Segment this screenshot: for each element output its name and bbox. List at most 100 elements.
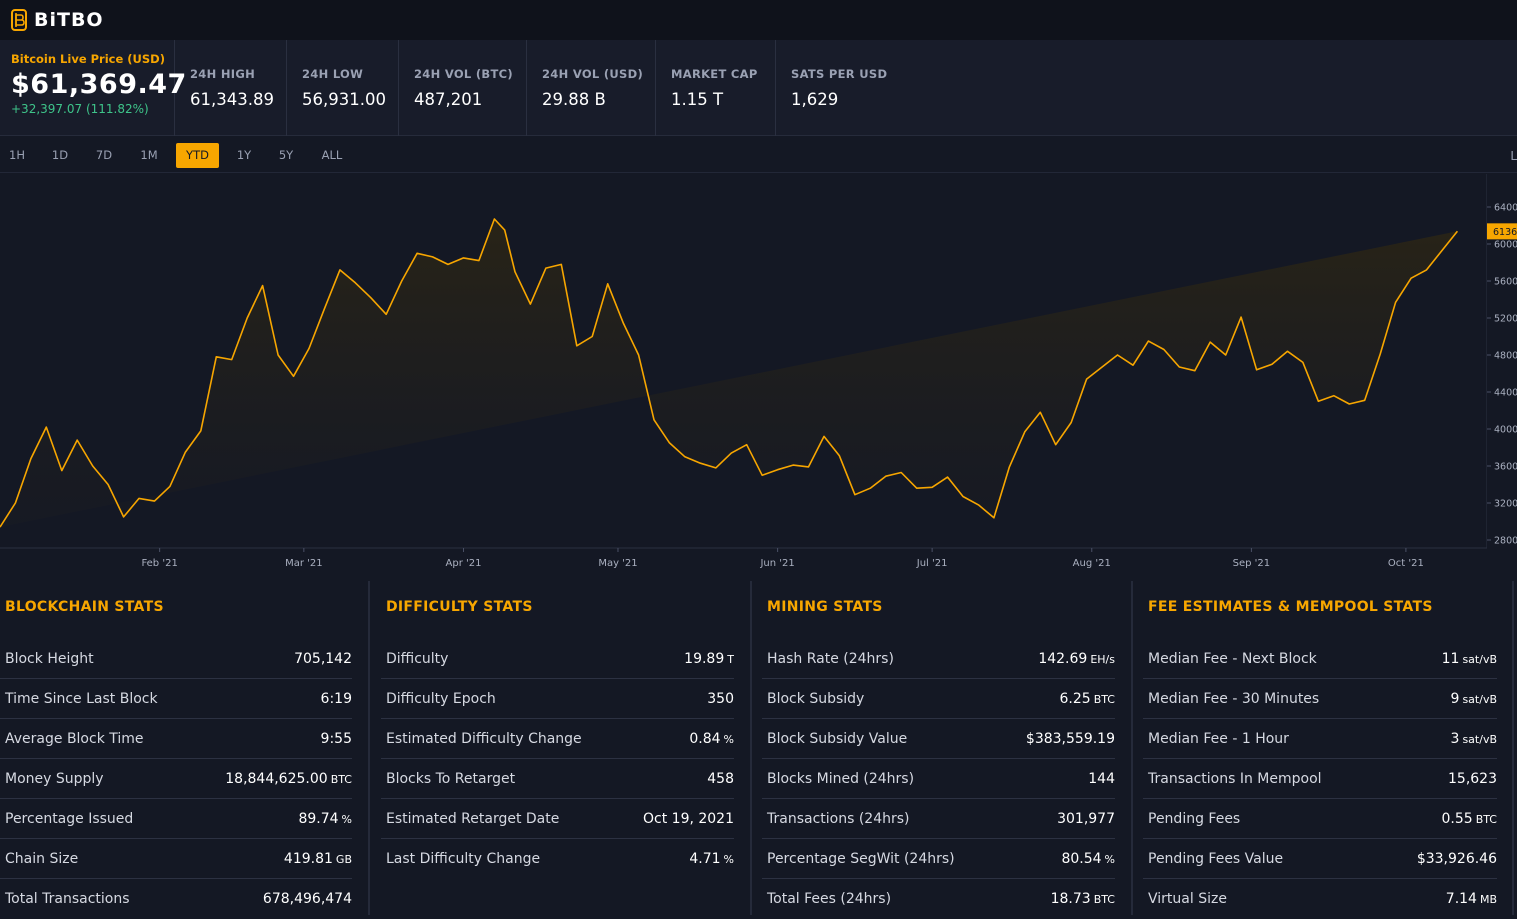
stat-row-label: Estimated Difficulty Change xyxy=(386,730,582,747)
chart-scale-toggle[interactable]: L xyxy=(1510,149,1517,163)
stat-row-unit: BTC xyxy=(1093,692,1115,706)
blockchain-stats-panel: BLOCKCHAIN STATS Block Height 705,142 Time… xyxy=(0,581,370,915)
stats-rows: Hash Rate (24hrs) 142.69 EH/s Block Subsidy… xyxy=(762,639,1115,919)
fee-mempool-stats-panel: FEE ESTIMATES & MEMPOOL STATS Median Fee… xyxy=(1143,581,1514,915)
stat-24h-high: 24H HIGH 61,343.89 xyxy=(175,40,287,136)
stat-row-label: Time Since Last Block xyxy=(5,690,158,707)
stat-row-label: Block Subsidy Value xyxy=(767,730,908,747)
stat-row: Median Fee - Next Block 11 sat/vB xyxy=(1143,639,1497,679)
stat-row-value: Oct 19, 2021 xyxy=(643,810,734,827)
stat-row-label: Estimated Retarget Date xyxy=(386,810,560,827)
stat-row-unit: BTC xyxy=(330,772,352,786)
panel-title: BLOCKCHAIN STATS xyxy=(5,599,164,615)
stat-row-label: Total Transactions xyxy=(5,891,130,907)
stat-row-value: 15,623 xyxy=(1448,770,1497,787)
stat-row-label: Median Fee - Next Block xyxy=(1148,650,1317,667)
difficulty-stats-panel: DIFFICULTY STATS Difficulty 19.89 T Difficu… xyxy=(381,581,752,915)
stat-row-value-wrap: 350 xyxy=(707,691,734,707)
stat-value: 1.15 T xyxy=(671,90,724,109)
y-tick-label: 2800 xyxy=(1494,536,1517,547)
stat-row: Block Subsidy Value $383,559.19 xyxy=(762,719,1115,759)
stat-row-value-wrap: 419.81 GB xyxy=(284,851,352,867)
x-tick-label: May '21 xyxy=(598,558,637,569)
stat-24h-low: 24H LOW 56,931.00 xyxy=(287,40,399,136)
stat-row-value-wrap: $383,559.19 xyxy=(1026,731,1115,747)
y-tick-label: 5200 xyxy=(1494,314,1517,325)
stat-row-value-wrap: 7.14 MB xyxy=(1446,891,1497,907)
stat-row-value: 142.69 xyxy=(1038,650,1088,667)
stat-row-value: 705,142 xyxy=(294,650,352,667)
stat-row-unit: % xyxy=(341,812,352,826)
stat-row-unit: T xyxy=(727,652,734,666)
stat-row-value-wrap: 705,142 xyxy=(294,651,352,667)
stat-row: Block Height 705,142 xyxy=(0,639,352,679)
stat-row: Median Fee - 1 Hour 3 sat/vB xyxy=(1143,719,1497,759)
stat-24h-vol-usd: 24H VOL (USD) 29.88 B xyxy=(527,40,656,136)
stat-row: Average Block Time 9:55 xyxy=(0,719,352,759)
stat-row-unit: % xyxy=(723,732,734,746)
stat-row-unit: EH/s xyxy=(1090,652,1115,666)
stat-row-label: Chain Size xyxy=(5,850,79,867)
range-1d-button[interactable]: 1D xyxy=(51,148,69,162)
stat-row: Blocks To Retarget 458 xyxy=(381,759,734,799)
current-price-tag xyxy=(1487,223,1517,240)
stat-row: Percentage SegWit (24hrs) 80.54% xyxy=(762,839,1115,879)
stat-row-label: Hash Rate (24hrs) xyxy=(767,650,894,667)
stat-row-value: 6:19 xyxy=(320,690,352,707)
range-all-button[interactable]: ALL xyxy=(321,148,343,162)
stat-label: SATS PER USD xyxy=(791,67,888,81)
range-1h-button[interactable]: 1H xyxy=(9,148,25,162)
x-tick-label: Apr '21 xyxy=(446,558,482,569)
stat-row-value: 4.71 xyxy=(689,851,721,867)
panel-title: DIFFICULTY STATS xyxy=(386,599,533,615)
stat-row: Difficulty 19.89 T xyxy=(381,639,734,679)
time-range-selector: 1H 1D 7D 1M YTD 1Y 5Y ALL L xyxy=(0,137,1517,173)
stat-row-value: 144 xyxy=(1088,770,1115,787)
stat-row-value: 89.74 xyxy=(298,810,339,827)
stat-row-value: 18,844,625.00 xyxy=(225,770,328,787)
stat-row-value: 7.14 xyxy=(1445,891,1477,907)
stat-value: 61,343.89 xyxy=(190,90,274,109)
stat-row-value-wrap: 15,623 xyxy=(1448,771,1497,787)
live-price-label: Bitcoin Live Price (USD) xyxy=(11,52,165,66)
stats-rows: Block Height 705,142 Time Since Last Block… xyxy=(0,639,352,919)
stat-row-value: 458 xyxy=(707,770,734,787)
stat-row-label: Blocks To Retarget xyxy=(386,770,516,787)
y-tick-label: 5600 xyxy=(1494,277,1517,288)
stat-row: Block Subsidy 6.25 BTC xyxy=(762,679,1115,719)
stat-row-value: 0.84 xyxy=(689,730,721,747)
stat-row-value: 301,977 xyxy=(1057,810,1115,827)
stat-row-unit: % xyxy=(723,853,734,866)
stat-row-unit: BTC xyxy=(1093,893,1115,906)
stat-row-label: Percentage SegWit (24hrs) xyxy=(767,850,955,867)
stat-row-value-wrap: 301,977 xyxy=(1057,811,1115,827)
stat-row-value-wrap: 9 sat/vB xyxy=(1451,691,1497,707)
stat-row-value: 678,496,474 xyxy=(262,891,352,907)
stat-row-value: $383,559.19 xyxy=(1025,730,1115,747)
stat-row-value-wrap: 3 sat/vB xyxy=(1451,731,1497,747)
stat-row: Transactions (24hrs) 301,977 xyxy=(762,799,1115,839)
stat-row-value: 19.89 xyxy=(684,650,725,667)
range-ytd-button[interactable]: YTD xyxy=(176,143,219,168)
range-1m-button[interactable]: 1M xyxy=(140,148,158,162)
stat-row-unit: sat/vB xyxy=(1462,652,1497,666)
range-7d-button[interactable]: 7D xyxy=(95,148,113,162)
price-change: +32,397.07 (111.82%) xyxy=(11,102,149,116)
price-chart-svg[interactable]: 6400 6000 5600 5200 4800 4400 4000 3600 3200 2800… xyxy=(0,174,1517,580)
stat-row-label: Transactions In Mempool xyxy=(1148,770,1322,787)
range-5y-button[interactable]: 5Y xyxy=(278,148,294,162)
stat-row-value-wrap: 0.84% xyxy=(689,731,734,747)
stat-row: Estimated Difficulty Change 0.84% xyxy=(381,719,734,759)
stat-row-value-wrap: 4.71% xyxy=(689,851,734,867)
stat-row: Difficulty Epoch 350 xyxy=(381,679,734,719)
logo[interactable]: BiTBO xyxy=(10,8,104,32)
stat-row-value-wrap: 89.74% xyxy=(298,811,352,827)
stat-row-label: Pending Fees Value xyxy=(1148,850,1284,867)
stat-value: 1,629 xyxy=(791,90,839,109)
stat-row-value: 9 xyxy=(1450,690,1460,707)
stat-row-unit: BTC xyxy=(1475,812,1497,826)
price-chart[interactable]: 6400 6000 5600 5200 4800 4400 4000 3600 3200 2800… xyxy=(0,174,1517,580)
bitcoin-logo-icon xyxy=(11,9,27,31)
range-1y-button[interactable]: 1Y xyxy=(236,148,252,162)
stat-row: Chain Size 419.81 GB xyxy=(0,839,352,879)
